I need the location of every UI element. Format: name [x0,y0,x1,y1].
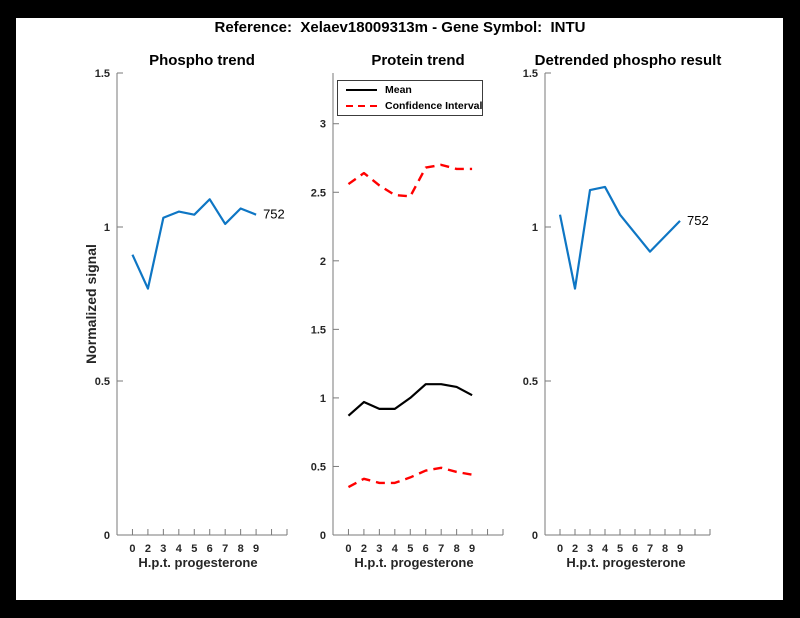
y-tick-label: 2.5 [311,187,326,199]
x-tick-label: 0 [557,543,563,555]
legend-row-ci: Confidence Interval [338,98,482,114]
y-tick-label: 0.5 [523,376,538,388]
x-tick-label: 0 [345,543,351,555]
y-tick-label: 1 [532,222,538,234]
x-tick-label: 2 [145,543,151,555]
x-tick-label: 9 [253,543,259,555]
y-tick-label: 1.5 [523,68,538,80]
series-ci-upper [347,163,473,198]
plot3-xlabel: H.p.t. progesterone [566,555,686,570]
x-tick-label: 8 [238,543,244,555]
x-tick-label: 3 [587,543,593,555]
legend-mean-line-sample [346,89,377,91]
x-tick-label: 5 [191,543,197,555]
x-tick-label: 8 [662,543,668,555]
legend-ci-label: Confidence Interval [385,100,483,112]
plot3-title: Detrended phospho result [534,52,722,69]
x-tick-label: 4 [392,543,399,555]
x-tick-label: 7 [438,543,444,555]
x-tick-label: 7 [222,543,228,555]
y-tick-label: 1 [320,393,326,405]
y-tick-label: 0.5 [311,461,326,473]
y-tick-label: 0.5 [95,376,110,388]
plot1-xlabel: H.p.t. progesterone [138,555,258,570]
series-end-label: 752 [263,207,285,222]
y-tick-label: 1 [104,222,110,234]
plot-protein-trend: 0 2 3 4 5 6 7 8 900.511.522.53 [311,73,504,555]
x-tick-label: 4 [176,543,183,555]
x-tick-label: 3 [160,543,166,555]
series-mean [347,383,473,417]
x-tick-label: 9 [469,543,475,555]
x-tick-label: 5 [617,543,623,555]
x-tick-label: 2 [572,543,578,555]
y-tick-label: 0 [104,530,110,542]
y-tick-label: 1.5 [311,324,326,336]
x-tick-label: 8 [454,543,460,555]
x-tick-label: 6 [423,543,429,555]
plot2-title: Protein trend [371,52,465,69]
y-tick-label: 0 [320,530,326,542]
x-tick-label: 6 [632,543,638,555]
series-ci-lower [347,466,473,489]
series-detrended-signal [558,185,681,290]
legend-box: Mean Confidence Interval [337,80,483,116]
y-tick-label: 0 [532,530,538,542]
x-tick-label: 7 [647,543,653,555]
series-end-label: 752 [687,213,709,228]
x-tick-label: 0 [129,543,135,555]
legend-ci-dashed-line-sample [346,104,377,108]
x-tick-label: 6 [207,543,213,555]
figure-title: Reference: Xelaev18009313m - Gene Symbol… [214,19,586,36]
x-tick-label: 5 [407,543,413,555]
legend-row-mean: Mean [338,82,482,98]
y-tick-label: 2 [320,256,326,268]
legend-mean-label: Mean [385,84,412,96]
x-tick-label: 4 [602,543,609,555]
series-phospho-signal [131,198,257,290]
x-tick-label: 3 [376,543,382,555]
y-tick-label: 1.5 [95,68,110,80]
y-tick-label: 3 [320,119,326,131]
plot1-title: Phospho trend [149,52,255,69]
x-tick-label: 9 [677,543,683,555]
x-tick-label: 2 [361,543,367,555]
plot2-xlabel: H.p.t. progesterone [354,555,474,570]
